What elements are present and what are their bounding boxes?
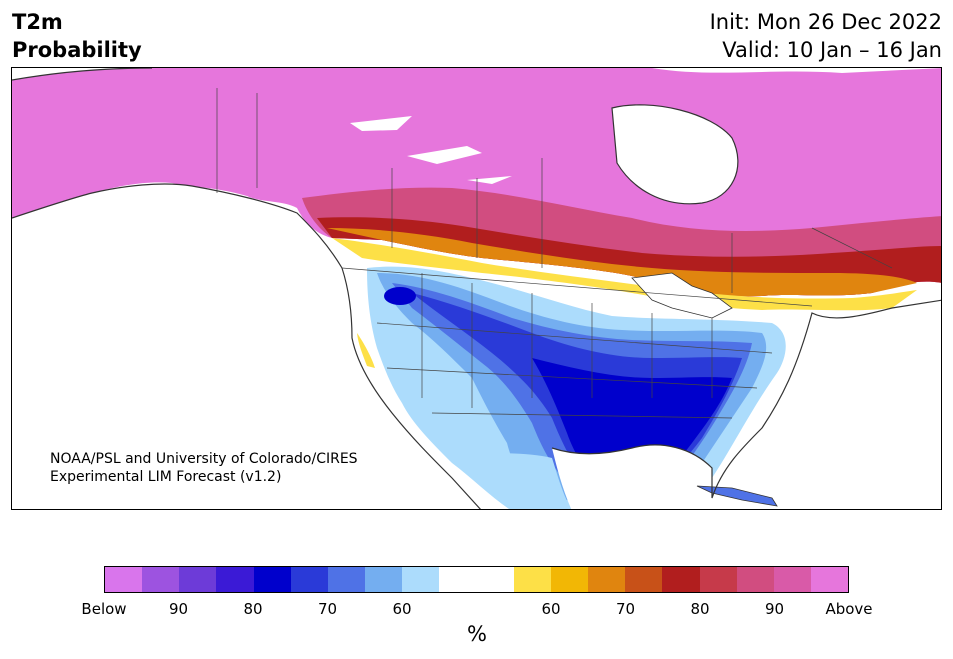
pacific-ocean [12,183,481,509]
mexico-region [462,453,571,509]
colorbar-segment [625,567,663,592]
map-canvas [12,68,941,509]
colorbar-segment [142,567,180,592]
probability-map: NOAA/PSL and University of Colorado/CIRE… [11,67,942,510]
california-patch [357,333,375,368]
colorbar-segment [105,567,143,592]
title-variable: T2m [12,10,63,34]
idaho-blue-spot [384,287,416,305]
colorbar-segment [216,567,254,592]
gulf-of-mexico [552,445,712,509]
colorbar-tick-label: 70 [615,600,636,618]
title-quantity: Probability [12,38,142,62]
colorbar-segment [476,567,514,592]
map-title: T2m Probability [12,8,142,64]
colorbar-unit: % [467,622,487,646]
colorbar-tick-label: Above [825,600,873,618]
colorbar-tick-label: 80 [243,600,263,618]
colorbar-segment [513,567,551,592]
colorbar-tick-label: 60 [541,600,561,618]
forecast-dates: Init: Mon 26 Dec 2022 Valid: 10 Jan – 16… [710,8,942,64]
colorbar-segment [365,567,403,592]
colorbar-segment [588,567,626,592]
credit-line-1: NOAA/PSL and University of Colorado/CIRE… [50,451,358,467]
colorbar-segment [439,567,477,592]
colorbar-segment [699,567,737,592]
valid-date: Valid: 10 Jan – 16 Jan [722,38,942,62]
colorbar-tick-label: 60 [392,600,412,618]
orange-band [327,228,917,297]
colorbar-tick-label: 80 [690,600,710,618]
colorbar-segment [550,567,589,592]
colorbar-segment [402,567,440,592]
colorbar-segment [773,567,811,592]
colorbar-segment [179,567,217,592]
hudson-bay [612,104,738,204]
northern-islands [350,116,512,184]
colorbar-tick-label: 90 [168,600,189,618]
colorbar [104,566,849,593]
credit-line-2: Experimental LIM Forecast (v1.2) [50,469,282,485]
boundaries [216,88,893,419]
colorbar-segment [662,567,700,592]
colorbar-segment [327,567,366,592]
colorbar-tick-label: 90 [764,600,785,618]
coastlines [12,68,941,509]
colorbar-tick-label: 70 [317,600,338,618]
yellow-band [332,238,917,311]
colorbar-segment [253,567,291,592]
colorbar-segment [290,567,328,592]
init-date: Init: Mon 26 Dec 2022 [709,10,942,34]
atlantic-ocean [713,300,941,509]
colorbar-segment [736,567,774,592]
colorbar-tick-label: Below [81,600,127,618]
colorbar-segment [810,567,849,592]
